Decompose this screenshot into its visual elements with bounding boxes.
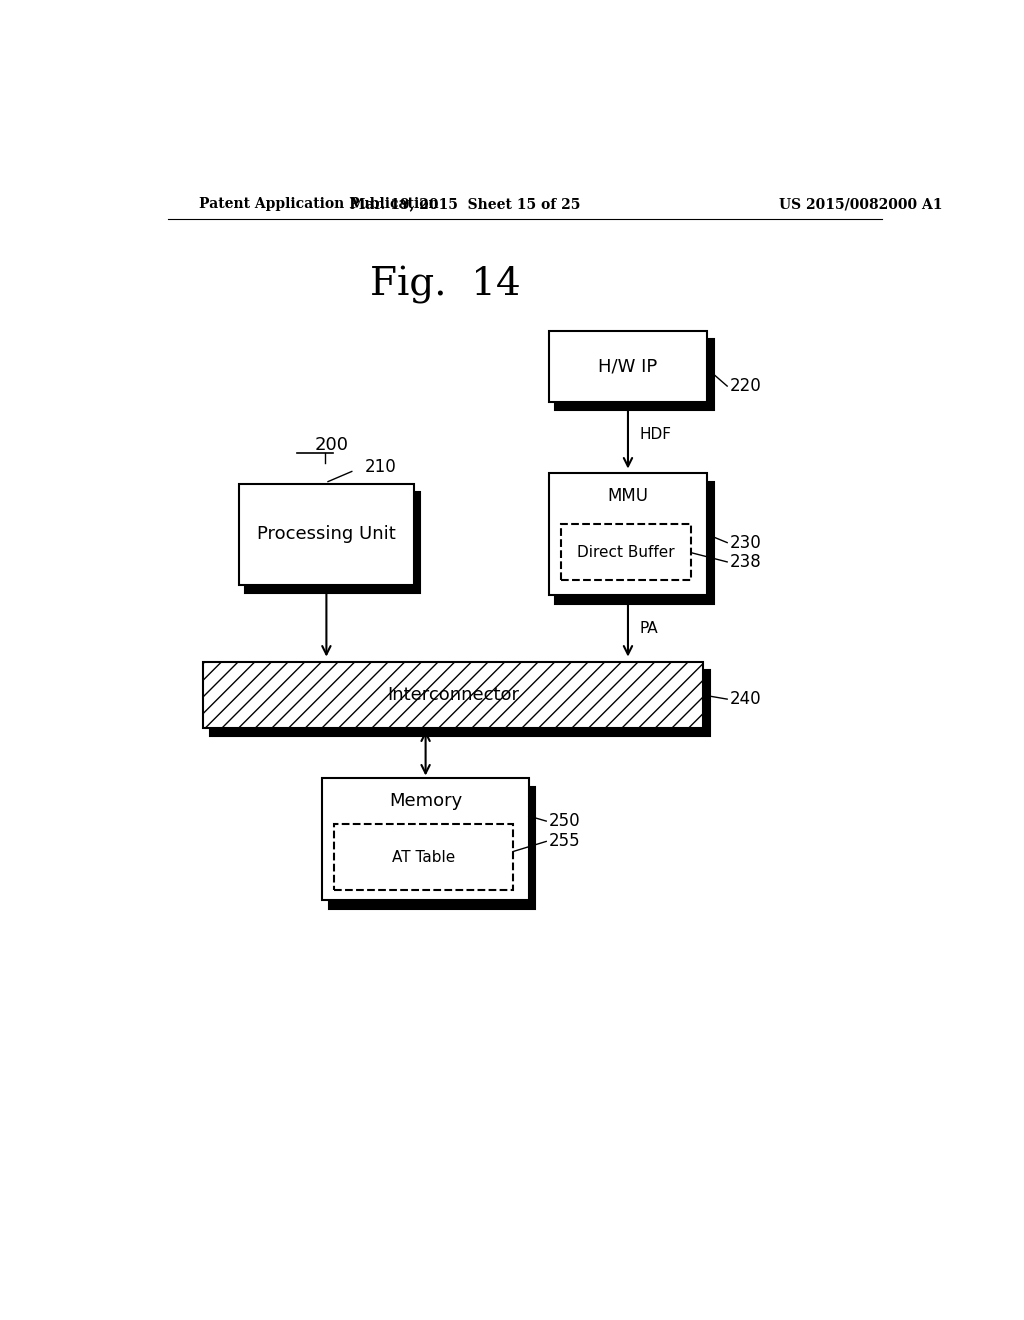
Text: Mar. 19, 2015  Sheet 15 of 25: Mar. 19, 2015 Sheet 15 of 25 xyxy=(350,197,581,211)
Bar xyxy=(555,482,714,603)
Bar xyxy=(246,492,420,594)
Bar xyxy=(555,339,714,411)
Text: PA: PA xyxy=(640,622,658,636)
Bar xyxy=(549,474,708,595)
Text: Memory: Memory xyxy=(389,792,462,809)
Bar xyxy=(323,779,528,900)
Bar xyxy=(240,483,414,585)
Bar xyxy=(204,661,703,727)
Text: HDF: HDF xyxy=(640,428,672,442)
Bar xyxy=(329,787,536,908)
Text: Interconnector: Interconnector xyxy=(387,685,519,704)
Text: 210: 210 xyxy=(365,458,396,477)
Text: US 2015/0082000 A1: US 2015/0082000 A1 xyxy=(778,197,942,211)
Text: Direct Buffer: Direct Buffer xyxy=(578,545,675,560)
Text: Fig.  14: Fig. 14 xyxy=(370,267,521,305)
Text: 240: 240 xyxy=(729,690,761,708)
Text: MMU: MMU xyxy=(607,487,648,504)
Text: AT Table: AT Table xyxy=(392,850,456,865)
Text: H/W IP: H/W IP xyxy=(598,358,657,376)
Text: 220: 220 xyxy=(729,378,761,395)
Bar xyxy=(560,524,691,581)
Bar xyxy=(210,669,710,735)
Text: 250: 250 xyxy=(549,812,581,830)
Bar xyxy=(549,331,708,403)
Text: 200: 200 xyxy=(314,436,348,454)
Text: 255: 255 xyxy=(549,833,581,850)
Text: 230: 230 xyxy=(729,533,761,552)
Text: Processing Unit: Processing Unit xyxy=(257,525,395,544)
Text: 238: 238 xyxy=(729,553,761,572)
Text: Patent Application Publication: Patent Application Publication xyxy=(200,197,439,211)
Bar xyxy=(334,824,513,890)
